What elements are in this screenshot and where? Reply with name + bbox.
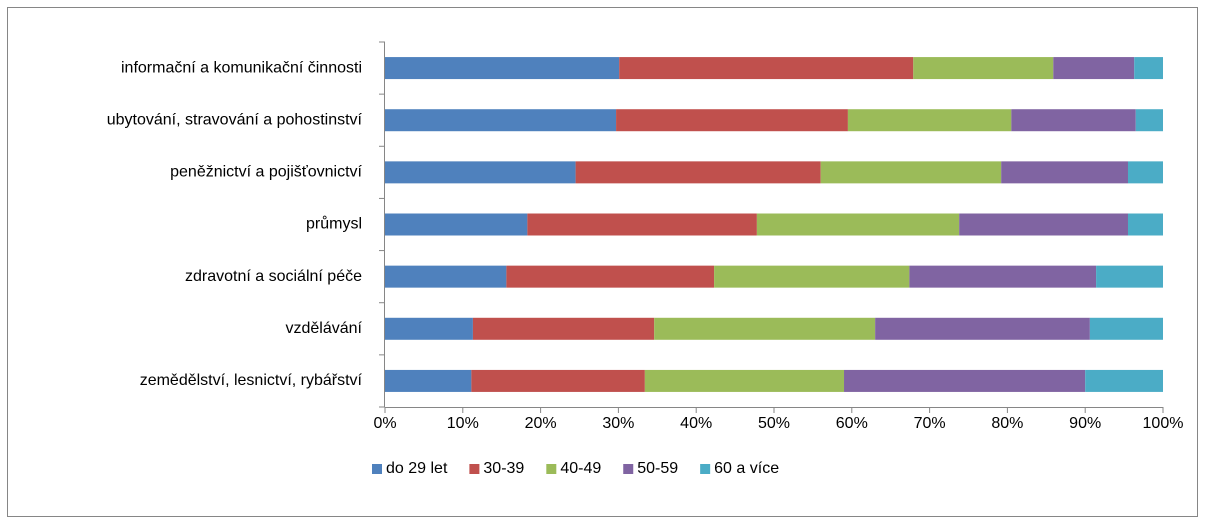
category-label: vzdělávání (286, 320, 363, 337)
category-label: průmysl (306, 215, 362, 233)
category-label: zdravotní a sociální péče (185, 268, 362, 285)
bar-segment (385, 265, 507, 288)
bar-segment (1053, 57, 1135, 80)
legend-label: 30-39 (483, 460, 524, 477)
legend-label: do 29 let (386, 460, 448, 477)
bar-segment (506, 265, 715, 288)
bar-segment (385, 369, 472, 392)
bar-segment (875, 317, 1090, 340)
bar-segment (1135, 109, 1163, 132)
bar-segment (959, 213, 1128, 236)
x-tick-label: 70% (914, 415, 946, 432)
x-tick-label: 100% (1143, 415, 1184, 432)
bar-segment (820, 161, 1002, 184)
category-label: peněžnictví a pojišťovnictví (170, 164, 362, 181)
legend-label: 60 a více (714, 460, 779, 477)
bar-segment (619, 57, 914, 80)
x-tick-label: 10% (447, 415, 479, 432)
bar-segment (1127, 161, 1163, 184)
bar-segment (714, 265, 910, 288)
category-label: informační a komunikační činnosti (121, 59, 362, 76)
bar-segment (472, 317, 655, 340)
x-tick-label: 0% (373, 415, 396, 432)
category-label: zemědělství, lesnictví, rybářství (140, 372, 363, 389)
bar-segment (1089, 317, 1163, 340)
x-tick-label: 40% (680, 415, 712, 432)
bar-segment (471, 369, 645, 392)
legend-swatch (546, 464, 557, 474)
legend-swatch (700, 464, 711, 474)
legend-swatch (469, 464, 480, 474)
x-tick-label: 20% (525, 415, 557, 432)
x-tick-label: 30% (602, 415, 634, 432)
bar-segment (1096, 265, 1163, 288)
bar-segment (1127, 213, 1163, 236)
bar-segment (1001, 161, 1128, 184)
bar-segment (1134, 57, 1163, 80)
x-tick-label: 80% (991, 415, 1023, 432)
bar-segment (1085, 369, 1163, 392)
x-tick-label: 60% (836, 415, 868, 432)
legend-label: 50-59 (637, 460, 678, 477)
bar-segment (385, 109, 617, 132)
bar-segment (654, 317, 876, 340)
bar-segment (385, 161, 576, 184)
legend-swatch (372, 464, 382, 474)
bar-segment (575, 161, 821, 184)
legend-swatch (623, 464, 634, 474)
bar-segment (616, 109, 848, 132)
category-label: ubytování, stravování a pohostinství (107, 111, 363, 128)
bar-segment (385, 213, 528, 236)
chart-frame (7, 7, 1198, 517)
x-tick-label: 50% (758, 415, 790, 432)
bar-segment (847, 109, 1012, 132)
bar-segment (385, 57, 620, 80)
bar-segment (913, 57, 1054, 80)
bar-segment (844, 369, 1086, 392)
bar-segment (527, 213, 757, 236)
bar-segment (909, 265, 1097, 288)
x-tick-label: 90% (1069, 415, 1101, 432)
bar-segment (644, 369, 845, 392)
bar-segment (756, 213, 960, 236)
legend-label: 40-49 (560, 460, 601, 477)
bar-segment (385, 317, 473, 340)
bar-segment (1011, 109, 1136, 132)
